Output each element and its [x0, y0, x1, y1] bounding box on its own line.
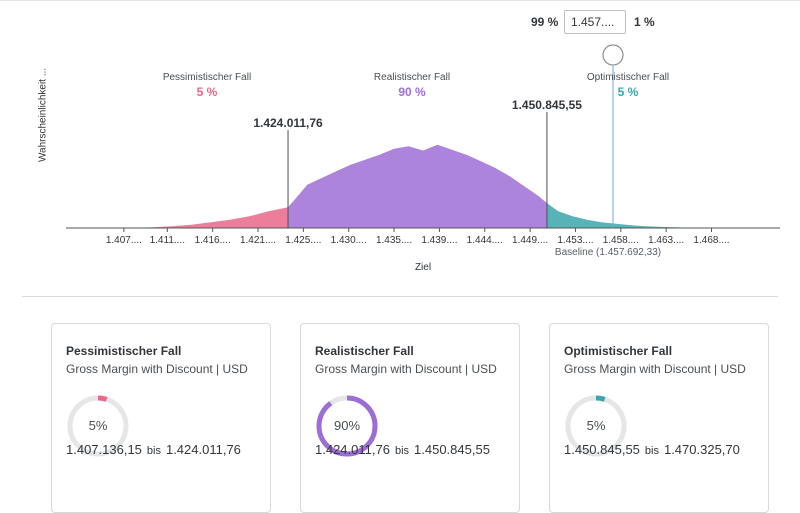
range-from: 1.424.011,76 — [315, 442, 390, 457]
donut-percent-label: 5% — [586, 418, 606, 433]
donut-arc — [67, 395, 129, 457]
x-tick-label: 1.430.... — [331, 235, 367, 246]
threshold-input[interactable] — [564, 10, 626, 34]
region-name-label: Realistischer Fall — [374, 72, 450, 83]
range-from: 1.450.845,55 — [564, 442, 640, 457]
range-bis: bis — [394, 445, 410, 457]
x-tick-label: 1.444.... — [467, 235, 503, 246]
area-realistic — [288, 144, 547, 228]
card-pessimistic: Pessimistischer Fall Gross Margin with D… — [51, 323, 271, 513]
x-tick-label: 1.411.... — [150, 235, 185, 246]
card-title: Pessimistischer Fall — [66, 344, 182, 358]
range-to: 1.424.011,76 — [165, 442, 241, 457]
baseline-drag-handle[interactable] — [602, 44, 624, 66]
x-tick-label: 1.458.... — [603, 235, 639, 246]
area-pessimistic — [123, 207, 289, 228]
range-to: 1.470.325,70 — [663, 442, 740, 457]
top-border — [0, 0, 800, 1]
card-subtitle: Gross Margin with Discount | USD — [315, 362, 497, 376]
x-tick-label: 1.407.... — [106, 235, 142, 246]
x-axis-label: Ziel — [415, 262, 431, 273]
donut-percent-label: 5% — [88, 418, 108, 433]
card-realistic: Realistischer Fall Gross Margin with Dis… — [300, 323, 520, 513]
range-to: 1.450.845,55 — [414, 442, 490, 457]
card-optimistic: Optimistischer Fall Gross Margin with Di… — [549, 323, 769, 513]
card-title: Realistischer Fall — [315, 344, 414, 358]
x-tick-label: 1.439.... — [421, 235, 457, 246]
region-percent-label: 5 % — [618, 85, 639, 99]
x-tick-label: 1.453.... — [557, 235, 593, 246]
baseline-label: Baseline (1.457.692,33) — [555, 247, 661, 258]
area-optimistic — [546, 203, 732, 228]
region-percent-label: 90 % — [398, 85, 426, 99]
threshold-left-percent: 99 % — [531, 15, 559, 29]
x-tick-label: 1.425.... — [285, 235, 321, 246]
value-range: 1.450.845,55 bis 1.470.325,70 — [564, 442, 740, 457]
x-tick-label: 1.435.... — [376, 235, 412, 246]
donut-chart — [565, 395, 627, 457]
x-tick-label: 1.463.... — [648, 235, 684, 246]
y-axis-label: Wahrscheinlichkeit ... — [37, 67, 49, 163]
section-divider — [22, 296, 778, 297]
region-name-label: Optimistischer Fall — [587, 72, 669, 83]
card-subtitle: Gross Margin with Discount | USD — [564, 362, 746, 376]
donut-percent-label: 90% — [333, 418, 361, 433]
distribution-chart: 1.407.... 1.411.... 1.416.... 1.421.... 1.42… — [37, 10, 780, 273]
range-from: 1.407.136,15 — [66, 442, 142, 457]
x-tick-label: 1.449.... — [512, 235, 548, 246]
donut-arc — [565, 395, 627, 457]
range-bis: bis — [146, 445, 161, 457]
region-percent-label: 5 % — [197, 85, 218, 99]
x-tick-label: 1.421.... — [240, 235, 276, 246]
x-tick-label: 1.416.... — [195, 235, 231, 246]
region-name-label: Pessimistischer Fall — [163, 72, 251, 83]
card-title: Optimistischer Fall — [564, 344, 673, 358]
card-subtitle: Gross Margin with Discount | USD — [66, 362, 248, 376]
x-tick-label: 1.468.... — [693, 235, 729, 246]
donut-arc — [316, 395, 378, 457]
value-range: 1.424.011,76 bis 1.450.845,55 — [315, 442, 490, 457]
donut-chart — [316, 395, 378, 457]
distribution-svg: 1.407.... 1.411.... 1.416.... 1.421.... 1.42… — [66, 44, 780, 273]
range-bis: bis — [644, 445, 659, 457]
threshold-right-percent: 1 % — [634, 15, 655, 29]
cut-label-high: 1.450.845,55 — [512, 98, 582, 112]
value-range: 1.407.136,15 bis 1.424.011,76 — [66, 442, 241, 457]
donut-chart — [67, 395, 129, 457]
cut-label-low: 1.424.011,76 — [253, 116, 323, 130]
